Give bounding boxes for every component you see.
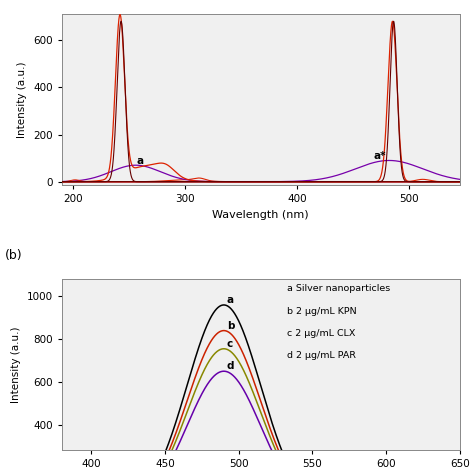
Text: a Silver nanoparticles: a Silver nanoparticles xyxy=(287,284,390,293)
Text: a*: a* xyxy=(374,151,386,161)
Text: d: d xyxy=(227,362,234,372)
Text: b: b xyxy=(227,321,234,331)
Text: a: a xyxy=(227,295,234,305)
X-axis label: Wavelength (nm): Wavelength (nm) xyxy=(212,210,309,220)
Text: c: c xyxy=(227,339,233,349)
Text: (b): (b) xyxy=(5,249,22,262)
Text: c 2 μg/mL CLX: c 2 μg/mL CLX xyxy=(287,329,355,338)
Y-axis label: Intensity (a.u.): Intensity (a.u.) xyxy=(11,327,21,403)
Text: b 2 μg/mL KPN: b 2 μg/mL KPN xyxy=(287,307,356,316)
Text: a: a xyxy=(137,156,144,166)
Text: d 2 μg/mL PAR: d 2 μg/mL PAR xyxy=(287,351,356,360)
Y-axis label: Intensity (a.u.): Intensity (a.u.) xyxy=(18,62,27,138)
